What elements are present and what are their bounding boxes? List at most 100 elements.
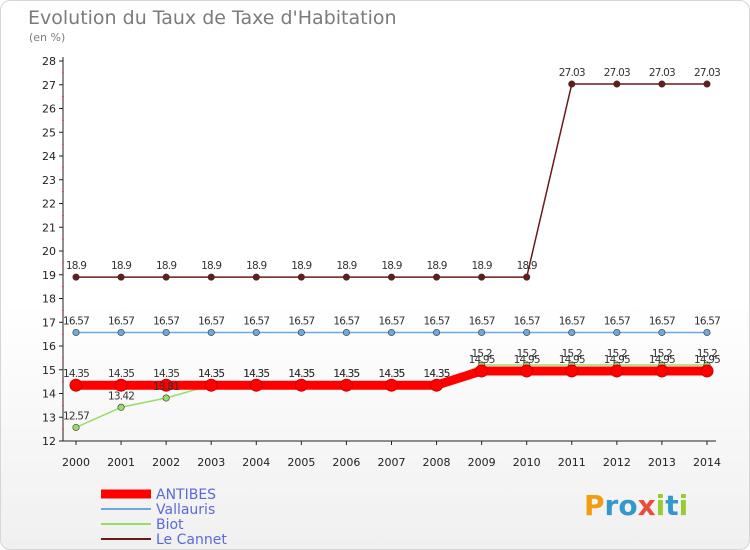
data-point (252, 273, 260, 281)
y-minor-dot (62, 238, 64, 241)
x-tick-label: 2012 (603, 456, 631, 469)
data-label: 18.9 (472, 260, 492, 272)
data-label: 16.57 (604, 315, 630, 327)
data-label: 27.03 (559, 67, 585, 79)
data-label: 16.57 (333, 315, 359, 327)
data-label: 14.35 (378, 368, 404, 380)
data-label: 14.35 (198, 368, 224, 380)
x-tick-label: 2002 (152, 456, 180, 469)
data-point (478, 328, 486, 336)
x-tick-label: 2013 (648, 456, 676, 469)
y-tick-label: 20 (42, 245, 56, 258)
data-label: 15.2 (697, 348, 717, 360)
data-point (159, 378, 173, 392)
y-tick-label: 27 (42, 79, 56, 92)
data-label: 14.35 (198, 368, 224, 380)
data-label: 16.57 (424, 315, 450, 327)
data-point (610, 364, 624, 378)
y-tick-label: 22 (42, 198, 56, 211)
data-point (433, 273, 441, 281)
data-point (568, 80, 576, 88)
data-label: 16.57 (378, 315, 404, 327)
data-label: 18.9 (291, 260, 311, 272)
data-point (207, 328, 215, 336)
x-tick-label: 2005 (287, 456, 315, 469)
data-label: 16.57 (198, 315, 224, 327)
data-point (117, 273, 125, 281)
proxiti-logo: Proxiti (584, 489, 688, 522)
logo-letter: i (655, 489, 666, 522)
y-minor-dot (62, 428, 64, 431)
x-tick-label: 2007 (377, 456, 405, 469)
logo-letter: x (637, 489, 656, 522)
data-point (342, 273, 350, 281)
y-tick-label: 26 (42, 103, 56, 116)
data-point (339, 378, 353, 392)
legend-label: Biot (156, 517, 184, 533)
data-label: 16.57 (469, 315, 495, 327)
data-point (613, 328, 621, 336)
data-label: 14.35 (288, 368, 314, 380)
data-point (658, 80, 666, 88)
data-label: 16.57 (694, 315, 720, 327)
data-label: 14.95 (514, 354, 540, 366)
data-label: 18.9 (517, 260, 537, 272)
legend-label: Le Cannet (156, 532, 227, 548)
data-point (207, 273, 215, 281)
data-point (69, 378, 83, 392)
data-point (703, 328, 711, 336)
data-label: 15.2 (607, 348, 627, 360)
y-tick-label: 24 (42, 150, 56, 163)
logo-letter: o (618, 489, 638, 522)
data-label: 18.9 (66, 260, 86, 272)
data-point (297, 273, 305, 281)
data-label: 14.35 (243, 368, 269, 380)
data-label: 27.03 (604, 67, 630, 79)
data-point (568, 328, 576, 336)
y-minor-dot (62, 119, 64, 122)
logo-letter: t (665, 489, 679, 522)
y-tick-label: 14 (42, 388, 56, 401)
data-point (117, 403, 125, 411)
data-point (162, 394, 170, 402)
y-tick-label: 18 (42, 293, 56, 306)
data-label: 16.57 (108, 315, 134, 327)
y-minor-dot (62, 404, 64, 407)
data-label: 14.35 (333, 368, 359, 380)
data-point (72, 273, 80, 281)
data-label: 16.57 (243, 315, 269, 327)
chart-title: Evolution du Taux de Taxe d'Habitation (28, 7, 397, 29)
y-minor-dot (62, 261, 64, 264)
data-label: 14.95 (559, 354, 585, 366)
data-label: 27.03 (694, 67, 720, 79)
x-tick-label: 2009 (468, 456, 496, 469)
x-tick-label: 2010 (513, 456, 541, 469)
x-tick-label: 2011 (558, 456, 586, 469)
data-label: 13.42 (108, 390, 134, 402)
data-label: 14.95 (649, 354, 675, 366)
data-label: 18.9 (381, 260, 401, 272)
data-point (387, 273, 395, 281)
data-label: 18.9 (156, 260, 176, 272)
data-point (523, 273, 531, 281)
data-point (613, 80, 621, 88)
data-point (297, 328, 305, 336)
y-minor-dot (62, 380, 64, 383)
y-tick-label: 16 (42, 340, 56, 353)
data-label: 16.57 (514, 315, 540, 327)
data-label: 15.2 (652, 348, 672, 360)
data-label: 18.9 (426, 260, 446, 272)
data-label: 14.95 (469, 354, 495, 366)
y-minor-dot (62, 309, 64, 312)
data-point (655, 364, 669, 378)
data-label: 27.03 (649, 67, 675, 79)
data-label: 16.57 (559, 315, 585, 327)
data-label: 15.2 (472, 348, 492, 360)
y-minor-dot (62, 333, 64, 336)
data-label: 14.95 (694, 354, 720, 366)
data-label: 12.57 (63, 410, 89, 422)
data-point (475, 364, 489, 378)
data-label: 14.35 (63, 368, 89, 380)
